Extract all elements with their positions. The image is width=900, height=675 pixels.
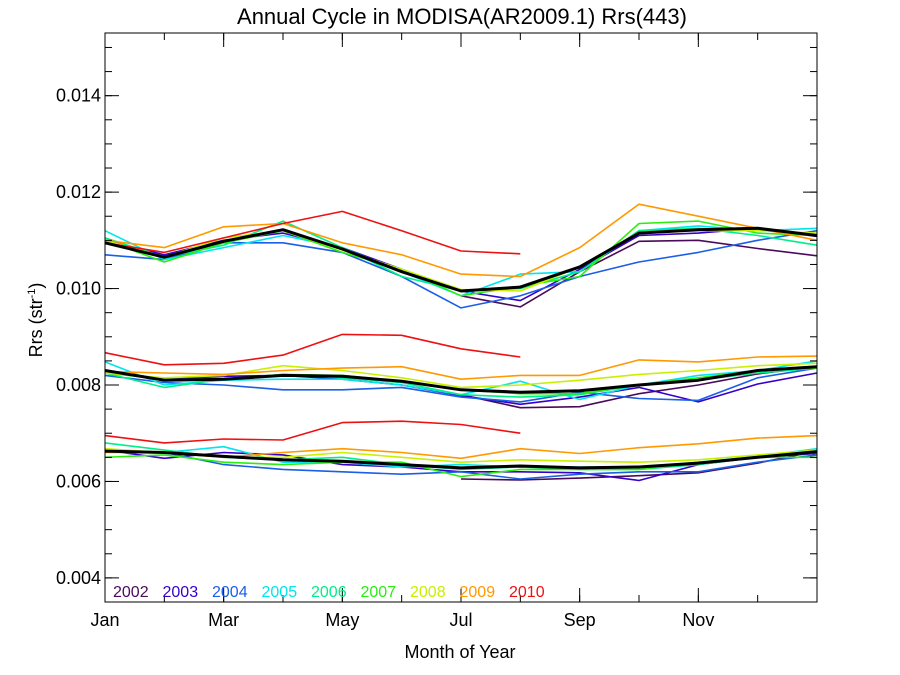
series-line-2009-band-2 bbox=[104, 355, 818, 381]
series-line-2002-band-2 bbox=[460, 365, 818, 409]
series-line-2010-band-2 bbox=[104, 333, 521, 366]
axes-layer: Jan Mar May Jul Sep Nov 0.004 0.006 0.008 0.010 0.… bbox=[56, 32, 818, 630]
series-line-2009-band-1 bbox=[104, 203, 818, 278]
legend-entry-2008: 2008 bbox=[410, 584, 446, 601]
legend-entry-2006: 2006 bbox=[311, 584, 347, 601]
series-layer bbox=[104, 203, 818, 482]
series-line-mean-band-2 bbox=[104, 365, 818, 394]
x-tick-label: Nov bbox=[682, 610, 714, 630]
x-tick-label: Mar bbox=[208, 610, 239, 630]
x-axis-label: Month of Year bbox=[404, 642, 515, 662]
y-tick-label: 0.012 bbox=[56, 182, 101, 202]
series-line-2008-band-1 bbox=[104, 229, 818, 292]
series-line-mean-band-1 bbox=[104, 226, 818, 293]
legend-entry-2007: 2007 bbox=[361, 584, 397, 601]
legend-entry-2010: 2010 bbox=[509, 584, 545, 601]
y-axis-label-text: Rrs (str bbox=[26, 298, 46, 357]
y-tick-label: 0.010 bbox=[56, 279, 101, 299]
legend: 2002 2003 2004 2005 2006 2007 2008 2009 2010 bbox=[113, 584, 545, 601]
y-tick-label: 0.004 bbox=[56, 568, 101, 588]
series-line-mean-band-3 bbox=[104, 449, 818, 470]
x-tick-label: May bbox=[325, 610, 359, 630]
series-2005 bbox=[104, 225, 818, 468]
series-line-2005-band-1 bbox=[104, 225, 818, 297]
series-line-2002-band-1 bbox=[460, 239, 818, 308]
legend-entry-2009: 2009 bbox=[460, 584, 496, 601]
plot-frame bbox=[104, 32, 818, 603]
series-line-2008-band-2 bbox=[104, 362, 818, 389]
y-axis-label-close: ) bbox=[26, 283, 46, 289]
series-2002 bbox=[460, 239, 818, 481]
legend-entry-2003: 2003 bbox=[163, 584, 199, 601]
y-tick-label: 0.014 bbox=[56, 86, 101, 106]
x-tick-label: Jan bbox=[90, 610, 119, 630]
y-tick-label: 0.006 bbox=[56, 471, 101, 491]
series-2004 bbox=[104, 229, 818, 480]
y-tick-label: 0.008 bbox=[56, 375, 101, 395]
series-line-2004-band-2 bbox=[104, 367, 818, 403]
series-line-2002-band-3 bbox=[460, 450, 818, 481]
series-line-2003-band-2 bbox=[104, 369, 818, 406]
legend-entry-2002: 2002 bbox=[113, 584, 149, 601]
legend-entry-2005: 2005 bbox=[262, 584, 298, 601]
series-line-2004-band-3 bbox=[104, 449, 818, 480]
legend-entry-2004: 2004 bbox=[212, 584, 248, 601]
series-2010 bbox=[104, 210, 521, 444]
x-tick-label: Sep bbox=[564, 610, 596, 630]
series-2006 bbox=[104, 220, 818, 471]
series-mean bbox=[104, 226, 818, 470]
chart-title: Annual Cycle in MODISA(AR2009.1) Rrs(443… bbox=[237, 4, 687, 29]
series-line-2010-band-3 bbox=[104, 420, 521, 444]
x-tick-label: Jul bbox=[449, 610, 472, 630]
series-2008 bbox=[104, 229, 818, 464]
y-axis-label-exponent: -1 bbox=[26, 289, 38, 299]
y-axis-label: Rrs (str-1) bbox=[26, 283, 46, 358]
series-line-2010-band-1 bbox=[104, 210, 521, 255]
